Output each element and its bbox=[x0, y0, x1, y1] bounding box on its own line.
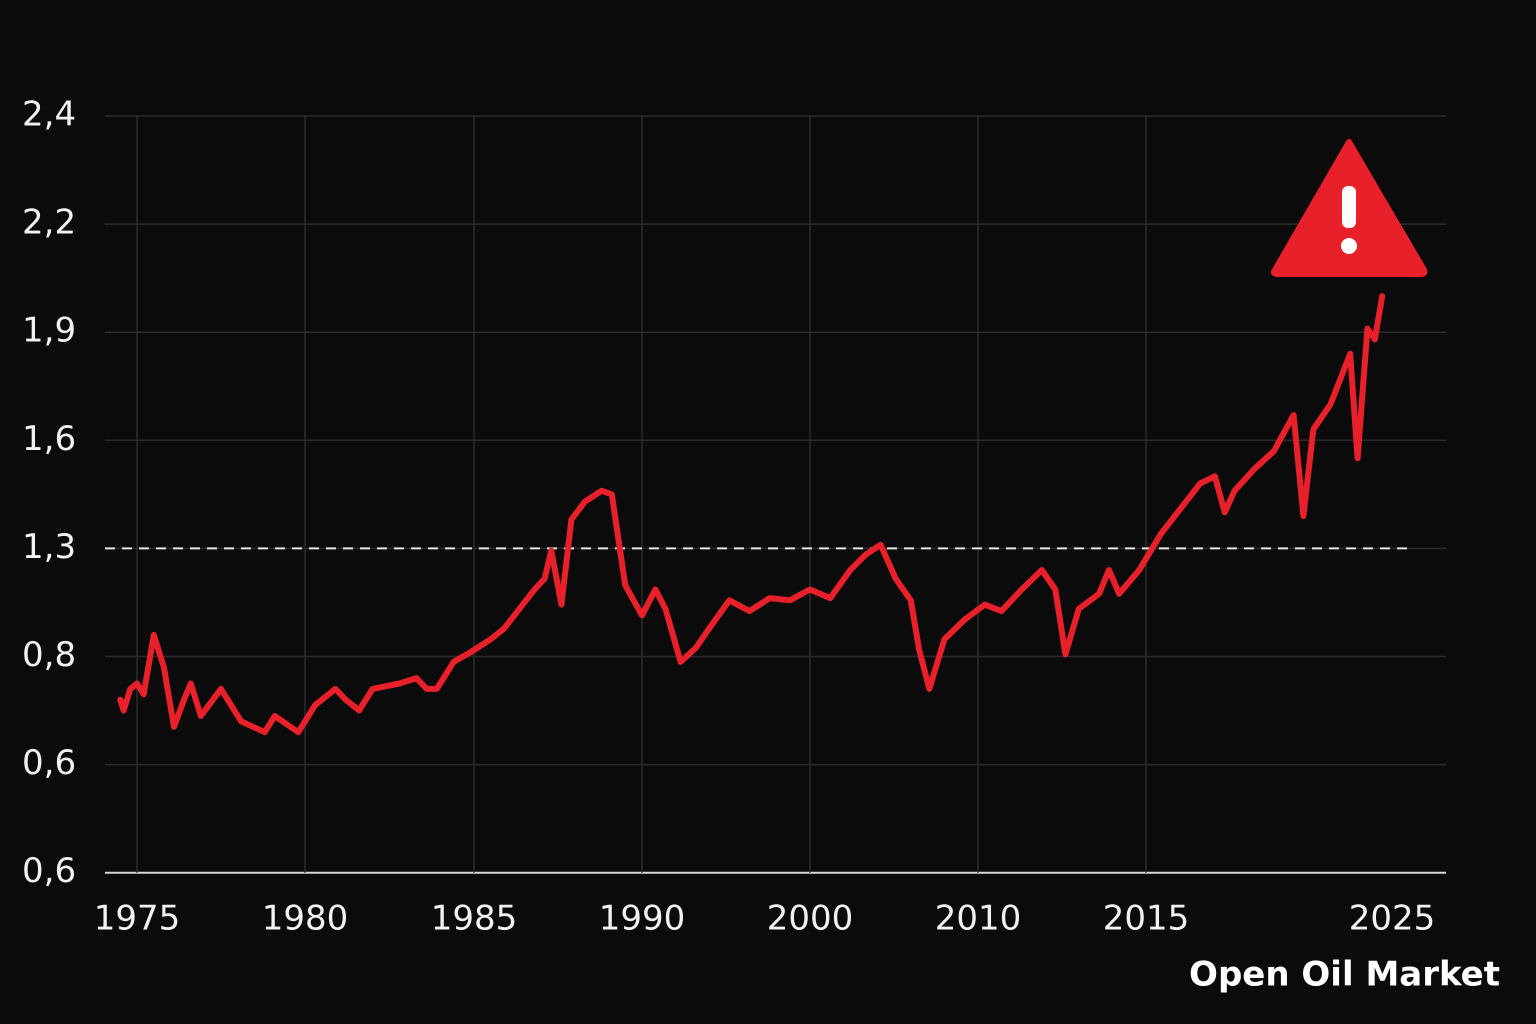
x-tick-label: 2015 bbox=[1103, 899, 1190, 939]
y-tick-label: 1,6 bbox=[22, 419, 76, 459]
annotation: Open Oil Market bbox=[1189, 955, 1500, 995]
data-line bbox=[117, 293, 1386, 736]
x-tick-label: 2025 bbox=[1349, 899, 1436, 939]
x-tick-label: 2010 bbox=[935, 899, 1022, 939]
warning-icon bbox=[1271, 139, 1428, 277]
y-tick-label: 2,2 bbox=[22, 203, 76, 243]
y-tick-label: 1,3 bbox=[22, 527, 76, 567]
y-tick-label: 0,6 bbox=[22, 851, 76, 891]
x-tick-label: 1975 bbox=[94, 899, 181, 939]
y-tick-label: 0,8 bbox=[22, 635, 76, 675]
y-tick-label: 0,6 bbox=[22, 743, 76, 783]
y-tick-label: 2,4 bbox=[22, 95, 76, 135]
x-tick-label: 2000 bbox=[767, 899, 854, 939]
y-tick-label: 1,9 bbox=[22, 311, 76, 351]
x-tick-label: 1985 bbox=[431, 899, 518, 939]
x-tick-label: 1990 bbox=[599, 899, 686, 939]
x-tick-label: 1980 bbox=[262, 899, 349, 939]
